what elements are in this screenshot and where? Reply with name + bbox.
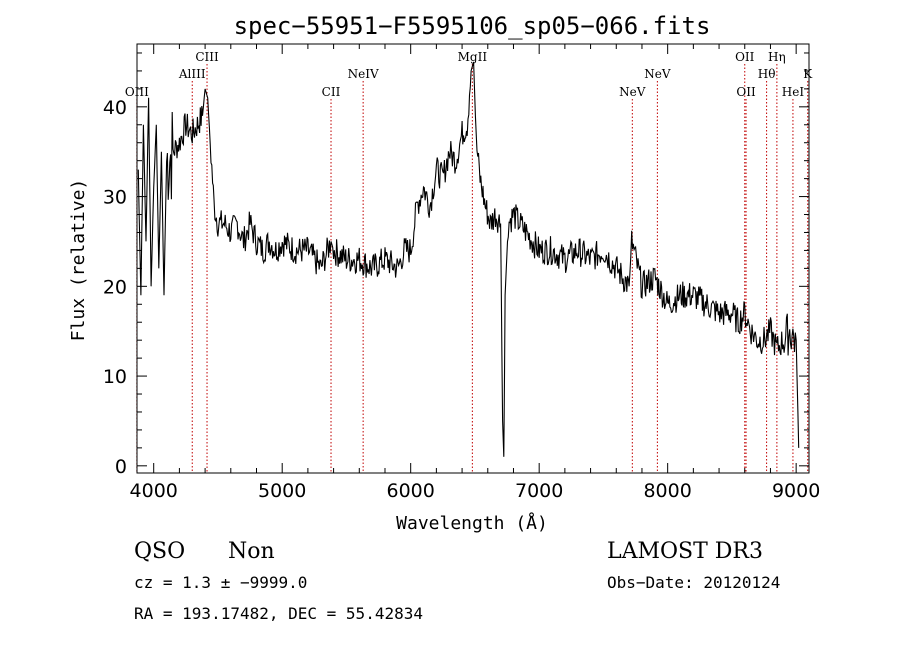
y-axis-label: Flux (relative) [68,179,89,342]
spectral-line-label: K [803,67,813,81]
x-tick-label: 8000 [643,480,691,502]
axis-ticks-layer: 4000 5000 6000 7000 8000 9000 0 10 20 30 40 [103,44,820,502]
ra-dec: RA = 193.17482, DEC = 55.42834 [134,604,423,623]
spectral-line-label: NeV [644,67,671,81]
x-tick-label: 5000 [258,480,306,502]
spectral-line-label: NeV [619,85,646,99]
y-tick-label: 10 [103,366,127,388]
spectral-line-label: Hη [768,50,786,64]
survey-name: LAMOST DR3 [607,539,763,564]
spectral-lines-layer: OIIIAlIIICIIICIINeIVMgIINeVNeVOIIOIIHθHη… [125,50,813,473]
x-axis-label: Wavelength (Å) [396,512,548,534]
x-tick-label: 7000 [515,480,563,502]
y-tick-label: 0 [115,456,127,478]
spectral-line-label: AlIII [178,67,206,81]
spectral-line-label: Hθ [758,67,776,81]
object-class: QSO [134,539,185,564]
spectral-line-label: OII [736,85,756,99]
x-tick-label: 4000 [130,480,178,502]
plot-frame [136,43,810,474]
spectral-line-label: NeIV [348,67,379,81]
observation-date: Obs−Date: 20120124 [607,573,780,592]
y-tick-label: 30 [103,187,127,209]
y-tick-label: 40 [103,97,127,119]
spectral-line-label: OII [735,50,755,64]
object-subclass: Non [228,539,275,564]
x-tick-label: 6000 [387,480,435,502]
spectral-line-label: MgII [458,50,488,64]
x-tick-label: 9000 [772,480,820,502]
spectral-line-label: CIII [195,50,219,64]
spectral-line-label: CII [322,85,341,99]
spectral-line-label: HeI [782,85,805,99]
y-tick-label: 20 [103,276,127,298]
redshift-cz: cz = 1.3 ± −9999.0 [134,573,307,592]
spectrum-line [137,61,800,457]
chart-title: spec−55951−F5595106_sp05−066.fits [234,12,711,40]
